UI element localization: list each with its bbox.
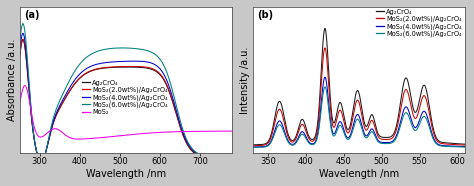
Text: (b): (b) (257, 10, 273, 20)
Y-axis label: Intensity /a.u.: Intensity /a.u. (240, 46, 250, 114)
X-axis label: Wavelength /nm: Wavelength /nm (319, 169, 399, 179)
Text: (a): (a) (24, 10, 39, 20)
Legend: Ag₂CrO₄, MoS₂(2.0wt%)/Ag₂CrO₄, MoS₂(4.0wt%)/Ag₂CrO₄, MoS₂(6.0wt%)/Ag₂CrO₄, MoS₂: Ag₂CrO₄, MoS₂(2.0wt%)/Ag₂CrO₄, MoS₂(4.0w… (82, 80, 168, 115)
X-axis label: Wavelength /nm: Wavelength /nm (86, 169, 166, 179)
Legend: Ag₂CrO₄, MoS₂(2.0wt%)/Ag₂CrO₄, MoS₂(4.0wt%)/Ag₂CrO₄, MoS₂(6.0wt%)/Ag₂CrO₄: Ag₂CrO₄, MoS₂(2.0wt%)/Ag₂CrO₄, MoS₂(4.0w… (376, 9, 462, 37)
Y-axis label: Absorbance /a.u.: Absorbance /a.u. (7, 39, 17, 121)
